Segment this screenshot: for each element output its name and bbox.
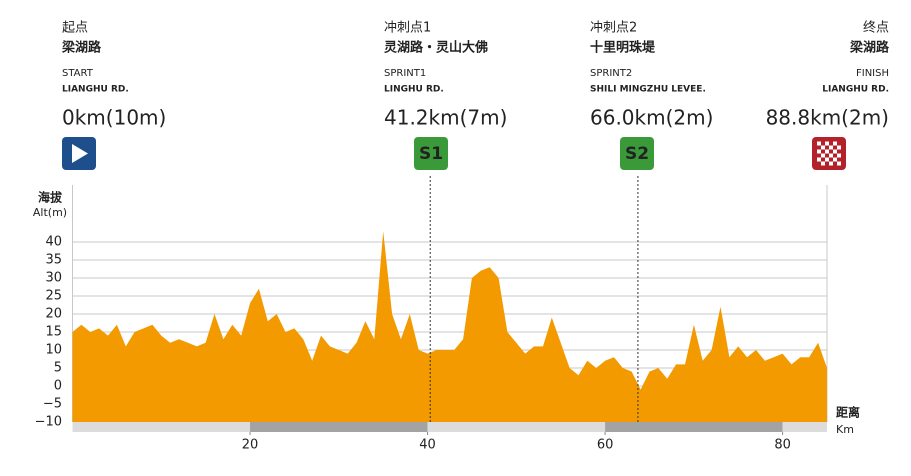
- y-tick-label: 30: [45, 271, 62, 286]
- flag-square: [821, 161, 825, 166]
- y-tick-label: 40: [45, 235, 62, 250]
- waypoint-distance: 88.8km(2m): [766, 106, 889, 130]
- waypoint-distance: 66.0km(2m): [590, 106, 713, 130]
- x-tick-label: 60: [597, 438, 614, 453]
- flag-square: [829, 153, 833, 158]
- distance-band: [72, 422, 251, 432]
- waypoint-label-en: SPRINT1: [384, 68, 426, 79]
- waypoint-name-cn: 梁湖路: [61, 40, 102, 56]
- flag-square: [833, 149, 837, 154]
- flag-square: [817, 157, 821, 162]
- flag-square: [817, 149, 821, 154]
- waypoint-name-cn: 灵湖路・灵山大佛: [384, 40, 488, 56]
- y-tick-label: 10: [45, 343, 62, 358]
- flag-square: [829, 145, 833, 150]
- y-tick-label: 5: [54, 361, 62, 376]
- y-title-cn: 海拔: [38, 190, 63, 205]
- distance-band: [782, 422, 827, 432]
- waypoint-label-en: FINISH: [856, 68, 889, 79]
- x-tick-label: 40: [419, 438, 436, 453]
- play-icon: [72, 144, 88, 163]
- flag-square: [825, 157, 829, 162]
- flag-square: [833, 157, 837, 162]
- waypoint-label-cn: 终点: [863, 20, 889, 36]
- elevation-area: [72, 231, 827, 422]
- waypoint-label-cn: 起点: [62, 21, 88, 36]
- x-tick-label: 20: [242, 438, 259, 453]
- waypoint-name-cn: 十里明珠堤: [590, 40, 656, 56]
- waypoint-label-en: SPRINT2: [590, 68, 632, 79]
- waypoint-icon: [414, 137, 448, 170]
- y-tick-label: 20: [45, 307, 62, 322]
- x-tick-label: 80: [774, 438, 791, 453]
- y-tick-label: −5: [43, 397, 62, 412]
- y-tick-label: 0: [54, 379, 62, 394]
- y-tick-label: 15: [45, 325, 62, 340]
- y-tick-label: −10: [35, 415, 62, 430]
- flag-square: [817, 141, 821, 146]
- flag-square: [837, 161, 841, 166]
- flag-square: [837, 153, 841, 158]
- waypoint-distance: 41.2km(7m): [384, 106, 507, 130]
- waypoint-label-cn: 冲刺点2: [590, 21, 637, 36]
- y-tick-label: 25: [45, 289, 62, 304]
- flag-square: [825, 149, 829, 154]
- waypoint-name-en: LIANGHU RD.: [62, 85, 129, 95]
- flag-square: [825, 141, 829, 146]
- y-title-en: Alt(m): [33, 206, 67, 219]
- waypoint-name-en: LINGHU RD.: [384, 85, 444, 95]
- flag-square: [837, 145, 841, 150]
- waypoint-badge: S1: [419, 144, 443, 164]
- distance-band: [605, 422, 783, 432]
- x-title-cn: 距离: [836, 405, 860, 420]
- x-title-en: Km: [836, 423, 854, 436]
- flag-square: [821, 145, 825, 150]
- waypoint-label-cn: 冲刺点1: [384, 21, 431, 36]
- y-tick-label: 35: [45, 253, 62, 268]
- waypoint-badge: S2: [625, 144, 649, 164]
- distance-band: [427, 422, 606, 432]
- waypoint-distance: 0km(10m): [62, 106, 166, 130]
- flag-square: [829, 161, 833, 166]
- waypoint-name-en: SHILI MINGZHU LEVEE.: [590, 85, 706, 95]
- flag-square: [833, 141, 837, 146]
- waypoint-label-en: START: [62, 68, 94, 79]
- flag-square: [821, 153, 825, 158]
- waypoint-name-cn: 梁湖路: [849, 40, 890, 56]
- distance-band: [250, 422, 428, 432]
- waypoint-name-en: LIANGHU RD.: [822, 85, 889, 95]
- waypoint-icon: [620, 137, 654, 170]
